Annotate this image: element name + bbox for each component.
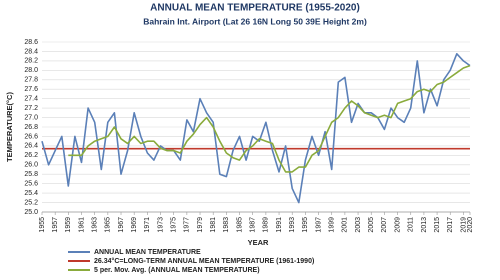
y-tick-label: 28.6 (24, 39, 38, 46)
y-tick-label: 26.0 (24, 162, 38, 169)
chart-subtitle: Bahrain Int. Airport (Lat 26 16N Long 50… (143, 16, 367, 26)
x-tick-label: 1997 (315, 217, 322, 233)
x-tick-label: 2020 (467, 217, 474, 233)
x-tick-label: 2017 (447, 217, 454, 233)
x-tick-label: 2007 (381, 217, 388, 233)
y-tick-label: 27.6 (24, 86, 38, 93)
y-tick-label: 26.2 (24, 152, 38, 159)
y-tick-label: 25.4 (24, 190, 38, 197)
x-tick-label: 2005 (368, 217, 375, 233)
x-tick-label: 1979 (197, 217, 204, 233)
x-tick-label: 2009 (394, 217, 401, 233)
chart-title: ANNUAL MEAN TEMPERATURE (1955-2020) (150, 3, 360, 14)
y-tick-label: 28.2 (24, 58, 38, 65)
x-tick-label: 1955 (39, 217, 46, 233)
x-tick-label: 1989 (263, 217, 270, 233)
x-axis-label: YEAR (248, 238, 269, 247)
y-tick-label: 27.0 (24, 114, 38, 121)
x-tick-label: 1973 (157, 217, 164, 233)
x-tick-label: 1961 (78, 217, 85, 233)
x-tick-label: 1991 (276, 217, 283, 233)
x-tick-label: 1967 (118, 217, 125, 233)
y-tick-label: 25.0 (24, 209, 38, 216)
x-tick-label: 1969 (131, 217, 138, 233)
x-tick-label: 1975 (171, 217, 178, 233)
series-line (41, 53, 471, 204)
x-tick-label: 1959 (65, 217, 72, 233)
x-tick-label: 1981 (210, 217, 217, 233)
series-line (68, 64, 471, 173)
y-tick-label: 28.4 (24, 48, 38, 55)
x-tick-label: 1963 (92, 217, 99, 233)
x-tick-label: 1987 (250, 217, 257, 233)
x-tick-label: 1993 (289, 217, 296, 233)
x-tick-label: 1995 (302, 217, 309, 233)
y-tick-label: 27.2 (24, 105, 38, 112)
x-tick-label: 1999 (329, 217, 336, 233)
x-tick-label: 1957 (52, 217, 59, 233)
y-tick-label: 27.8 (24, 77, 38, 84)
x-tick-label: 2019 (460, 217, 467, 233)
y-tick-label: 26.6 (24, 133, 38, 140)
y-tick-label: 25.2 (24, 199, 38, 206)
x-tick-label: 2015 (434, 217, 441, 233)
x-tick-label: 2013 (421, 217, 428, 233)
legend-label: 5 per. Mov. Avg. (ANNUAL MEAN TEMPERATUR… (94, 267, 260, 274)
y-tick-label: 28.0 (24, 67, 38, 74)
legend-label: ANNUAL MEAN TEMPERATURE (94, 249, 201, 256)
x-tick-label: 1977 (184, 217, 191, 233)
x-tick-label: 1965 (105, 217, 112, 233)
x-tick-label: 2001 (342, 217, 349, 233)
y-tick-label: 26.8 (24, 124, 38, 131)
y-tick-label: 27.4 (24, 96, 38, 103)
y-axis-label: TEMPERATURE(°C) (5, 92, 14, 162)
x-tick-label: 1971 (144, 217, 151, 233)
x-tick-label: 1983 (223, 217, 230, 233)
x-tick-label: 1985 (236, 217, 243, 233)
y-tick-label: 25.6 (24, 181, 38, 188)
x-tick-label: 2011 (408, 217, 415, 232)
legend-label: 26.34°C=LONG-TERM ANNUAL MEAN TEMPERATUR… (94, 257, 314, 265)
y-tick-label: 25.8 (24, 171, 38, 178)
x-tick-label: 2003 (355, 217, 362, 233)
y-tick-label: 26.4 (24, 143, 38, 150)
